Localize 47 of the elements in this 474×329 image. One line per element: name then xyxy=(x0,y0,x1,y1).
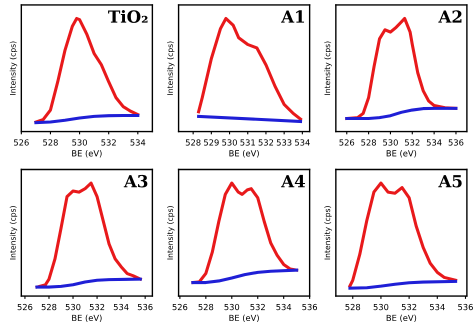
x-tick-label: 534 xyxy=(276,304,292,310)
x-tick-label: 528 xyxy=(42,304,56,310)
x-axis-title: BE (eV) xyxy=(72,314,102,322)
x-tick-label: 532 xyxy=(258,139,274,146)
x-tick-label: 534 xyxy=(426,139,442,146)
x-tick-label: 530 xyxy=(66,304,80,310)
x-tick-label: 530 xyxy=(222,139,237,146)
chart-title: A4 xyxy=(281,174,306,188)
x-tick-label: 534 xyxy=(114,304,129,310)
x-tick-label: 532 xyxy=(90,304,104,310)
x-tick-label: 528 xyxy=(198,304,214,310)
x-tick-label: 530 xyxy=(224,304,240,310)
x-tick-label: 526 xyxy=(18,304,32,310)
x-tick-label: 536 xyxy=(302,304,318,310)
x-tick-label: 536 xyxy=(458,304,473,310)
chart-title: A5 xyxy=(438,175,462,188)
x-tick-label: 530 xyxy=(72,139,87,146)
x-tick-label: 530 xyxy=(383,139,398,146)
x-axis-title: BE (eV) xyxy=(386,150,416,158)
x-tick-label: 526 xyxy=(172,304,188,310)
x-tick-label: 532 xyxy=(404,139,420,146)
x-axis-title: BE (eV) xyxy=(72,150,102,158)
x-tick-label: 528 xyxy=(361,139,376,146)
x-tick-label: 528 xyxy=(345,304,360,310)
x-tick-label: 529 xyxy=(204,139,219,146)
chart-title: A3 xyxy=(124,174,148,188)
x-tick-label: 528 xyxy=(43,139,58,146)
chart-title: TiO₂ xyxy=(108,10,148,23)
x-tick-label: 534 xyxy=(430,304,445,310)
x-tick-label: 526 xyxy=(339,139,354,146)
x-tick-label: 532 xyxy=(402,304,416,310)
x-tick-label: 532 xyxy=(250,304,265,310)
x-tick-label: 536 xyxy=(448,139,464,146)
x-tick-label: 526 xyxy=(14,139,29,146)
x-axis-title: BE (eV) xyxy=(229,314,259,322)
x-tick-label: 532 xyxy=(101,139,116,146)
x-axis-title: BE (eV) xyxy=(386,314,416,322)
x-axis-title: BE (eV) xyxy=(229,150,259,158)
x-tick-label: 531 xyxy=(240,139,255,146)
chart-title: A1 xyxy=(281,10,304,23)
chart-title: A2 xyxy=(438,10,462,23)
x-tick-label: 533 xyxy=(276,139,292,146)
x-tick-label: 530 xyxy=(374,304,388,310)
x-tick-label: 536 xyxy=(138,304,153,310)
x-tick-label: 534 xyxy=(130,139,146,146)
x-tick-label: 528 xyxy=(186,139,201,146)
x-tick-label: 534 xyxy=(295,139,310,146)
